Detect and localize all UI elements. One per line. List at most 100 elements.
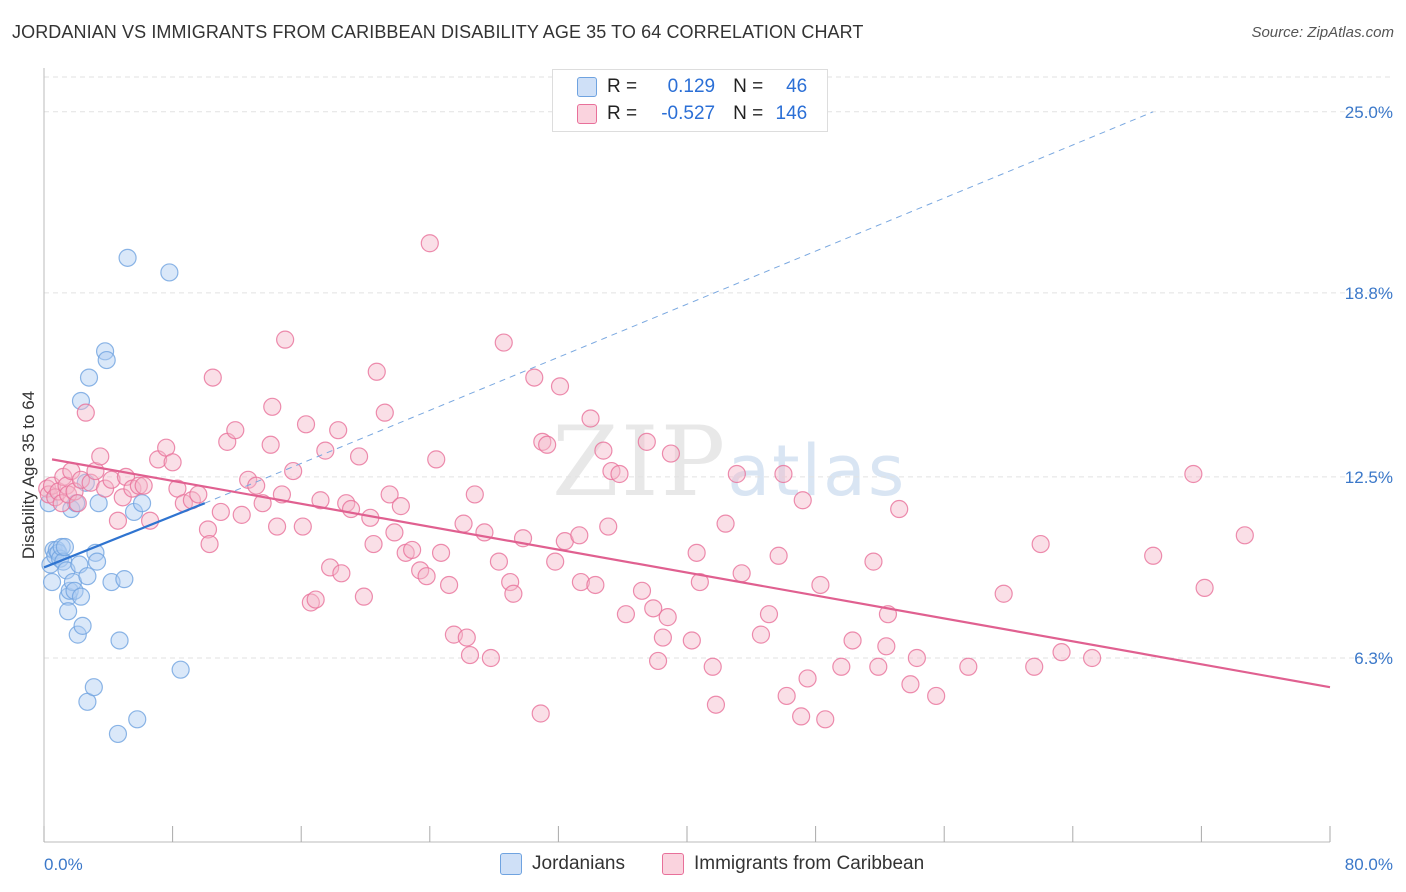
caribbean-point	[102, 470, 121, 489]
caribbean-point	[658, 608, 677, 627]
caribbean-point	[431, 543, 451, 562]
caribbean-point	[599, 517, 618, 536]
caribbean-point	[349, 447, 369, 466]
caribbean-point	[311, 491, 330, 510]
jordanian-point	[110, 631, 129, 650]
jordanian-point	[71, 587, 91, 606]
bottom-legend-label-jordanians: Jordanians	[532, 853, 625, 874]
caribbean-point	[494, 333, 513, 352]
caribbean-point	[247, 476, 266, 495]
caribbean-point	[129, 476, 148, 495]
legend-swatch-caribbean	[577, 104, 597, 124]
x-tick-label: 0.0%	[44, 855, 83, 874]
caribbean-point	[533, 432, 552, 451]
caribbean-point	[798, 669, 817, 688]
caribbean-point	[454, 514, 473, 533]
caribbean-point	[211, 502, 230, 522]
caribbean-point	[648, 651, 668, 671]
jordanian-point	[118, 248, 137, 267]
caribbean-point	[457, 628, 476, 647]
caribbean-point	[586, 575, 605, 595]
caribbean-point	[811, 575, 830, 595]
caribbean-point	[108, 511, 128, 530]
legend-r-label: R =	[607, 103, 638, 124]
caribbean-point	[732, 564, 751, 583]
caribbean-point	[525, 368, 544, 387]
caribbean-point	[531, 704, 550, 723]
caribbean-point	[163, 453, 182, 472]
source-label: Source: ZipAtlas.com	[1251, 24, 1394, 41]
jordanian-point	[171, 660, 190, 679]
legend-swatch-jordanians	[577, 77, 597, 97]
legend-n-label: N =	[733, 103, 764, 124]
jordanian-point	[59, 602, 78, 621]
caribbean-point	[267, 517, 287, 536]
jordanian-point	[84, 678, 103, 697]
caribbean-point	[687, 543, 706, 562]
caribbean-point	[226, 421, 245, 440]
jordanian-point	[108, 724, 128, 744]
caribbean-point	[727, 464, 746, 484]
caribbean-point	[594, 441, 613, 460]
caribbean-point	[1082, 648, 1102, 668]
stats-legend: R = 0.129 N = 46 R = -0.527 N = 146	[552, 69, 828, 132]
jordanian-point	[87, 552, 107, 571]
caribbean-point	[375, 403, 394, 422]
caribbean-point	[427, 450, 446, 469]
caribbean-point	[261, 435, 280, 454]
caribbean-point	[1195, 578, 1214, 597]
caribbean-point	[417, 567, 436, 586]
caribbean-point	[546, 552, 565, 571]
x-tick-label: 80.0%	[1345, 855, 1393, 874]
caribbean-point	[253, 494, 272, 513]
jordanian-point	[42, 572, 62, 592]
caribbean-point	[189, 485, 208, 504]
caribbean-point	[690, 572, 709, 592]
legend-n-label: N =	[733, 76, 764, 97]
caribbean-point	[504, 584, 523, 603]
caribbean-point	[869, 657, 888, 676]
caribbean-point	[1235, 526, 1254, 545]
chart-title: JORDANIAN VS IMMIGRANTS FROM CARIBBEAN D…	[12, 22, 864, 42]
y-tick-label: 18.8%	[1345, 284, 1393, 303]
jordanian-point	[97, 350, 116, 370]
caribbean-point	[76, 403, 95, 422]
legend-row-caribbean: R = -0.527 N = 146	[577, 102, 807, 126]
jordanian-point	[132, 494, 152, 513]
caribbean-point	[364, 534, 383, 554]
caribbean-point	[907, 648, 926, 668]
caribbean-point	[276, 330, 295, 349]
caribbean-point	[610, 464, 629, 484]
jordanian-point	[160, 263, 179, 282]
y-axis-title: Disability Age 35 to 64	[19, 391, 38, 559]
bottom-legend-swatch-caribbean	[662, 853, 684, 875]
caribbean-point	[232, 505, 251, 524]
caribbean-point	[927, 686, 946, 706]
caribbean-point	[1184, 464, 1203, 484]
legend-n-value: 46	[786, 76, 808, 97]
caribbean-point	[538, 435, 557, 454]
legend-r-value: -0.527	[661, 103, 716, 124]
caribbean-point	[901, 675, 920, 694]
caribbean-point	[769, 546, 788, 565]
caribbean-point	[682, 631, 701, 650]
caribbean-point	[403, 540, 422, 560]
caribbean-point	[774, 464, 793, 484]
caribbean-point	[843, 631, 862, 650]
bottom-legend-label-caribbean: Immigrants from Caribbean	[694, 853, 925, 874]
caribbean-point	[329, 421, 348, 440]
caribbean-point	[1025, 657, 1044, 676]
caribbean-point	[661, 444, 681, 463]
legend-n-value: 146	[775, 103, 808, 124]
caribbean-point	[465, 485, 484, 504]
caribbean-point	[263, 397, 282, 416]
caribbean-point	[460, 645, 480, 665]
caribbean-point	[793, 491, 812, 510]
caribbean-point	[959, 657, 978, 676]
caribbean-trend-line	[51, 458, 1331, 689]
y-tick-label: 12.5%	[1345, 468, 1393, 487]
caribbean-point	[716, 514, 735, 533]
caribbean-point	[550, 377, 570, 396]
caribbean-point	[759, 605, 779, 624]
